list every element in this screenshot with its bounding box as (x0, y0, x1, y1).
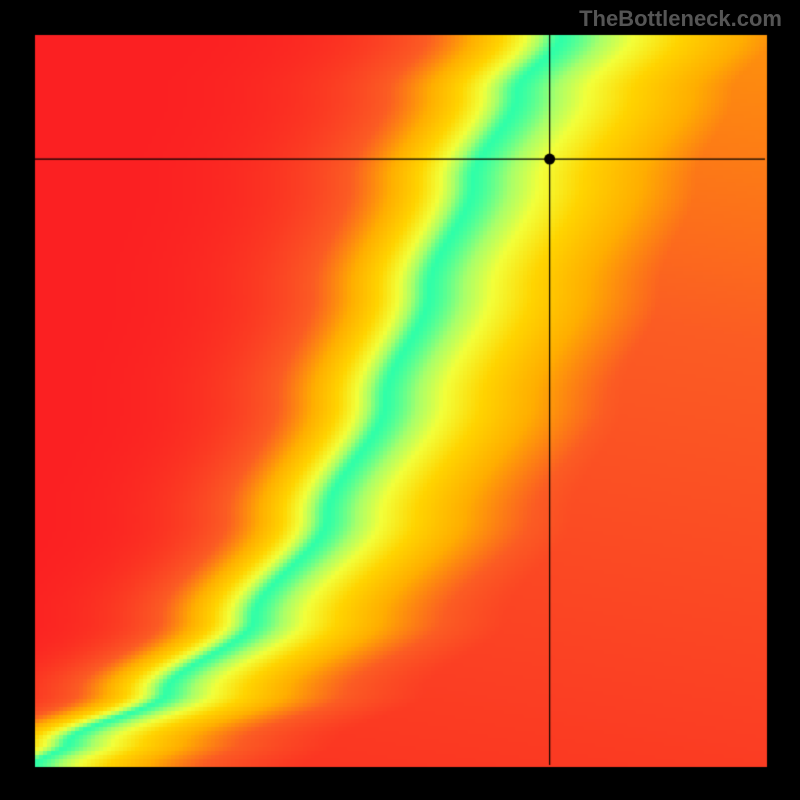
watermark-text: TheBottleneck.com (579, 6, 782, 32)
bottleneck-heatmap (0, 0, 800, 800)
